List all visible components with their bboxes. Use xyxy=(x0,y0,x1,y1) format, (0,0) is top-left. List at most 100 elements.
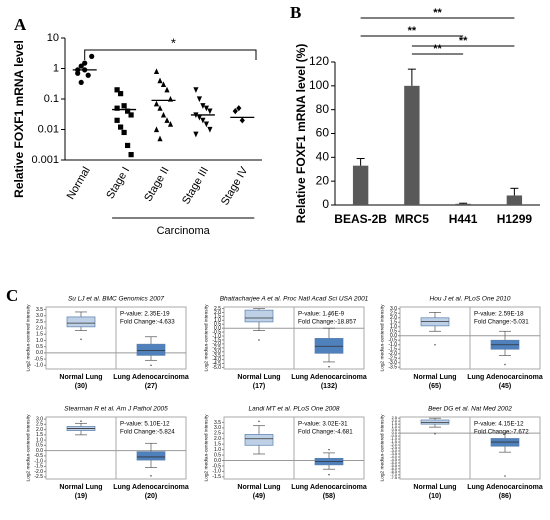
point xyxy=(153,68,160,75)
outlier xyxy=(328,473,330,476)
y-axis-label: Relative FOXF1 mRNA level xyxy=(12,40,26,198)
y-tick-label: -1.5 xyxy=(34,464,43,470)
outlier xyxy=(258,420,260,423)
x-tick-label: H1299 xyxy=(497,212,533,226)
y-tick-label: 2.5 xyxy=(390,311,397,317)
x-tick-label: Stage I xyxy=(104,165,132,201)
group-label: Carcinoma xyxy=(157,225,211,237)
significance-label: ** xyxy=(433,43,442,55)
point xyxy=(85,72,91,78)
point xyxy=(196,96,202,103)
y-tick-label: 40 xyxy=(316,150,330,164)
count-label: (20) xyxy=(145,493,157,500)
y-tick-label: -2.0 xyxy=(34,469,43,475)
count-label: (10) xyxy=(429,493,441,500)
count-label: (86) xyxy=(499,493,511,500)
y-tick-label: 1.0 xyxy=(390,324,397,330)
y-tick-label: 1.0 xyxy=(36,338,43,344)
y-tick-label: 0.5 xyxy=(390,329,397,335)
point xyxy=(118,91,124,97)
outlier xyxy=(150,364,152,367)
plot-title: Stearman R et al. Am J Pathol 2005 xyxy=(64,406,168,413)
y-tick-label: 3.0 xyxy=(36,313,43,319)
significance-label: ** xyxy=(408,25,417,37)
y-axis-label: Log2 median-centered intensity xyxy=(25,304,31,372)
y-tick-label: 2.5 xyxy=(392,416,397,420)
bar xyxy=(404,85,420,205)
y-tick-label: 1 xyxy=(53,62,59,74)
y-axis-label: Log2 median-centered intensity xyxy=(379,304,385,372)
y-tick-label: 2.5 xyxy=(214,431,221,437)
point xyxy=(203,105,209,112)
x-tick-label: Normal Lung xyxy=(59,484,102,491)
plot-title: Hou J et al. PLoS One 2010 xyxy=(430,296,511,303)
box xyxy=(136,343,166,356)
y-tick-label: 0.0 xyxy=(214,326,221,332)
y-tick-label: -4.0 xyxy=(212,357,221,363)
y-tick-label: 2.5 xyxy=(36,319,43,325)
y-tick-label: 0.5 xyxy=(214,452,221,458)
y-tick-label: -6.0 xyxy=(390,467,397,471)
x-tick-label: Normal xyxy=(65,165,93,202)
y-tick-label: -2.5 xyxy=(212,345,221,351)
y-tick-label: -6.5 xyxy=(390,470,397,474)
plot-title: Beer DG et al. Nat Med 2002 xyxy=(428,406,512,413)
bar xyxy=(506,195,523,205)
box xyxy=(136,451,166,461)
outlier xyxy=(80,420,82,423)
outlier xyxy=(504,363,506,366)
y-tick-label: -7.5 xyxy=(390,476,397,480)
outlier xyxy=(328,365,330,368)
point xyxy=(89,53,95,59)
point xyxy=(164,86,170,93)
y-tick-label: -0.5 xyxy=(34,453,43,459)
y-tick-label: -3.0 xyxy=(388,360,397,366)
significance-label: ** xyxy=(433,7,442,19)
count-label: (58) xyxy=(323,493,335,500)
x-tick-label: Stage III xyxy=(180,165,211,206)
point xyxy=(157,105,163,111)
point xyxy=(114,117,120,123)
stat-label: P-value: 2.35E-19 xyxy=(120,311,170,318)
y-tick-label: -1.5 xyxy=(390,440,397,444)
point xyxy=(153,126,160,133)
y-tick-label: 1.5 xyxy=(390,320,397,326)
point xyxy=(200,117,206,124)
y-tick-label: -3.0 xyxy=(390,449,397,453)
point xyxy=(193,87,199,93)
point xyxy=(128,152,134,158)
y-tick-label: 2.0 xyxy=(214,310,221,316)
y-axis-label: Relative FOXF1 mRNA level (%) xyxy=(294,44,308,224)
x-tick-label: Normal Lung xyxy=(237,484,280,491)
count-label: (19) xyxy=(75,493,87,500)
y-tick-label: 2.0 xyxy=(390,315,397,321)
point xyxy=(239,117,245,124)
stat-label: P-value: 5.10E-12 xyxy=(120,421,170,428)
stat-label: Fold Change:-18.857 xyxy=(298,319,357,326)
point xyxy=(121,103,127,109)
box xyxy=(66,316,96,328)
y-tick-label: 0.1 xyxy=(44,93,59,105)
y-tick-label: -7.0 xyxy=(390,473,397,477)
x-tick-label: Lung Adenocarcinoma xyxy=(467,484,543,491)
x-tick-label: BEAS-2B xyxy=(334,212,387,226)
x-tick-label: Lung Adenocarcinoma xyxy=(467,374,543,381)
count-label: (27) xyxy=(145,383,157,390)
y-tick-label: 3.5 xyxy=(214,420,221,426)
y-tick-label: -5.0 xyxy=(390,461,397,465)
y-tick-label: -2.5 xyxy=(388,356,397,362)
stat-label: P-value: 3.02E-31 xyxy=(298,421,348,428)
bar xyxy=(455,203,471,205)
y-tick-label: 0.5 xyxy=(36,443,43,449)
x-tick-label: Normal Lung xyxy=(413,374,456,381)
point xyxy=(236,105,242,112)
x-tick-label: MRC5 xyxy=(395,212,429,226)
y-axis-label: Log2 median-centered intensity xyxy=(203,304,209,372)
point xyxy=(125,142,131,149)
y-tick-label: 10 xyxy=(47,32,59,44)
y-tick-label: 1.0 xyxy=(36,437,43,443)
point xyxy=(232,108,238,115)
y-tick-label: -0.5 xyxy=(34,356,43,362)
y-tick-label: -2.5 xyxy=(34,474,43,480)
point xyxy=(200,103,206,109)
